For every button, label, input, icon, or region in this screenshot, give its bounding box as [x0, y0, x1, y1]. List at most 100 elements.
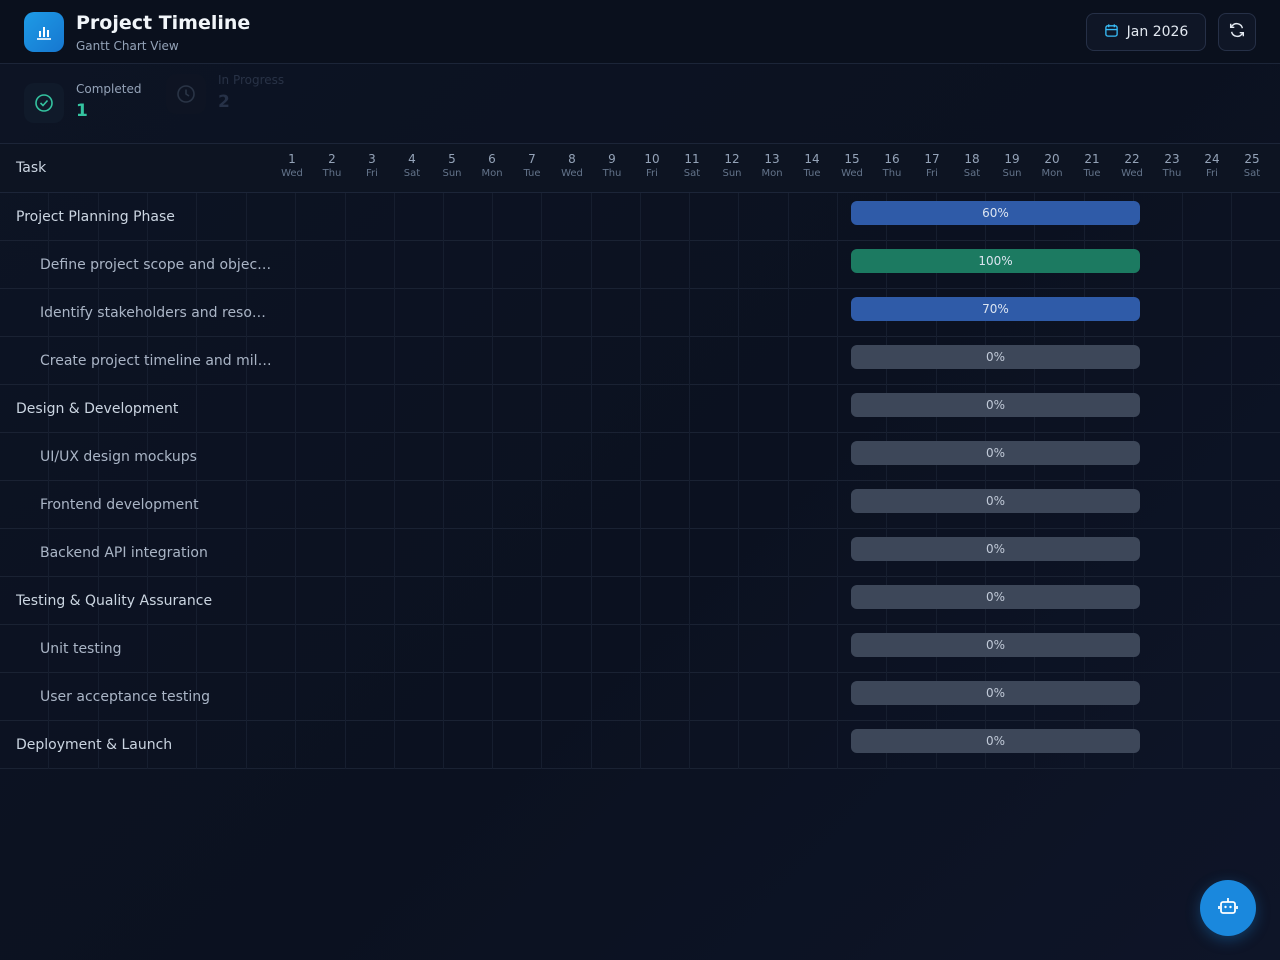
task-row[interactable]: User acceptance testing 0%: [0, 673, 1280, 721]
grid-line: [788, 577, 789, 625]
task-progress-label: 70%: [982, 302, 1009, 316]
grid-line: [246, 241, 247, 289]
gantt-header: Task 1 Wed 2 Thu 3 Fri 4 Sat 5 Sun 6 Mon 7 Tue 8 Wed 9 Th…: [0, 144, 1280, 193]
task-row[interactable]: Backend API integration 0%: [0, 529, 1280, 577]
grid-line: [541, 289, 542, 337]
grid-line: [591, 337, 592, 385]
grid-line: [591, 529, 592, 577]
task-bar[interactable]: 0%: [851, 393, 1140, 417]
task-name[interactable]: Frontend development: [40, 497, 199, 513]
grid-line: [246, 721, 247, 769]
task-progress-label: 100%: [978, 254, 1013, 268]
grid-line: [837, 337, 838, 385]
bot-icon: [1216, 894, 1240, 922]
task-group-name[interactable]: Design & Development: [16, 401, 179, 417]
grid-line: [738, 433, 739, 481]
day-header: 3 Fri: [352, 152, 392, 179]
check-circle-icon: [24, 83, 64, 123]
task-bar[interactable]: 0%: [851, 441, 1140, 465]
grid-line: [246, 289, 247, 337]
grid-line: [196, 721, 197, 769]
task-group-name[interactable]: Project Planning Phase: [16, 209, 175, 225]
grid-line: [443, 337, 444, 385]
day-header: 10 Fri: [632, 152, 672, 179]
task-name[interactable]: Identify stakeholders and resources: [40, 305, 272, 321]
task-group-name[interactable]: Deployment & Launch: [16, 737, 173, 753]
day-weekday: Fri: [366, 168, 378, 179]
grid-line: [295, 433, 296, 481]
day-header: 6 Mon: [472, 152, 512, 179]
grid-line: [394, 481, 395, 529]
grid-line: [48, 433, 49, 481]
page-subtitle: Gantt Chart View: [76, 39, 179, 53]
grid-line: [147, 577, 148, 625]
grid-line: [1182, 721, 1183, 769]
task-bar[interactable]: 0%: [851, 729, 1140, 753]
stats-bar: Completed 1 In Progress 2: [0, 64, 1280, 144]
task-bar[interactable]: 0%: [851, 633, 1140, 657]
task-row[interactable]: Unit testing 0%: [0, 625, 1280, 673]
grid-line: [1182, 673, 1183, 721]
task-progress-label: 60%: [982, 206, 1009, 220]
task-row[interactable]: Create project timeline and milestones 0%: [0, 337, 1280, 385]
task-name[interactable]: Backend API integration: [40, 545, 208, 561]
task-rows: Project Planning Phase 60% Define project …: [0, 193, 1280, 769]
grid-line: [1231, 193, 1232, 241]
grid-line: [738, 193, 739, 241]
task-bar[interactable]: 0%: [851, 681, 1140, 705]
task-bar[interactable]: 60%: [851, 201, 1140, 225]
month-selector-button[interactable]: Jan 2026: [1086, 13, 1206, 51]
task-name[interactable]: Define project scope and objectives: [40, 257, 272, 273]
task-name[interactable]: Create project timeline and milestones: [40, 353, 272, 369]
task-bar[interactable]: 0%: [851, 489, 1140, 513]
day-weekday: Wed: [1121, 168, 1143, 179]
task-row[interactable]: Define project scope and objectives 100%: [0, 241, 1280, 289]
grid-line: [837, 193, 838, 241]
task-name[interactable]: Unit testing: [40, 641, 122, 657]
task-group-name[interactable]: Testing & Quality Assurance: [16, 593, 213, 609]
day-number: 3: [368, 152, 376, 166]
task-progress-label: 0%: [985, 446, 1006, 460]
grid-line: [48, 529, 49, 577]
grid-line: [640, 241, 641, 289]
day-weekday: Thu: [1162, 168, 1182, 179]
task-bar[interactable]: 0%: [851, 585, 1140, 609]
task-row[interactable]: UI/UX design mockups 0%: [0, 433, 1280, 481]
task-row[interactable]: Deployment & Launch 0%: [0, 721, 1280, 769]
task-row[interactable]: Identify stakeholders and resources 70%: [0, 289, 1280, 337]
task-bar[interactable]: 70%: [851, 297, 1140, 321]
grid-line: [443, 577, 444, 625]
day-number: 16: [884, 152, 900, 166]
grid-line: [98, 529, 99, 577]
grid-line: [788, 625, 789, 673]
task-bar[interactable]: 0%: [851, 537, 1140, 561]
task-row[interactable]: Testing & Quality Assurance 0%: [0, 577, 1280, 625]
task-row[interactable]: Design & Development 0%: [0, 385, 1280, 433]
grid-line: [246, 385, 247, 433]
grid-line: [837, 577, 838, 625]
grid-line: [689, 385, 690, 433]
grid-line: [788, 385, 789, 433]
grid-line: [443, 673, 444, 721]
grid-line: [1182, 625, 1183, 673]
task-bar[interactable]: 0%: [851, 345, 1140, 369]
grid-line: [837, 529, 838, 577]
day-number: 4: [408, 152, 416, 166]
assistant-button[interactable]: [1200, 880, 1256, 936]
grid-line: [443, 721, 444, 769]
grid-line: [591, 289, 592, 337]
grid-line: [689, 433, 690, 481]
day-header: 12 Sun: [712, 152, 752, 179]
task-row[interactable]: Project Planning Phase 60%: [0, 193, 1280, 241]
task-name[interactable]: UI/UX design mockups: [40, 449, 197, 465]
grid-line: [640, 673, 641, 721]
grid-line: [1231, 385, 1232, 433]
task-name[interactable]: User acceptance testing: [40, 689, 211, 705]
task-row[interactable]: Frontend development 0%: [0, 481, 1280, 529]
day-number: 14: [804, 152, 820, 166]
task-bar[interactable]: 100%: [851, 249, 1140, 273]
grid-line: [147, 433, 148, 481]
grid-line: [1182, 337, 1183, 385]
refresh-button[interactable]: [1218, 13, 1256, 51]
day-number: 12: [724, 152, 740, 166]
